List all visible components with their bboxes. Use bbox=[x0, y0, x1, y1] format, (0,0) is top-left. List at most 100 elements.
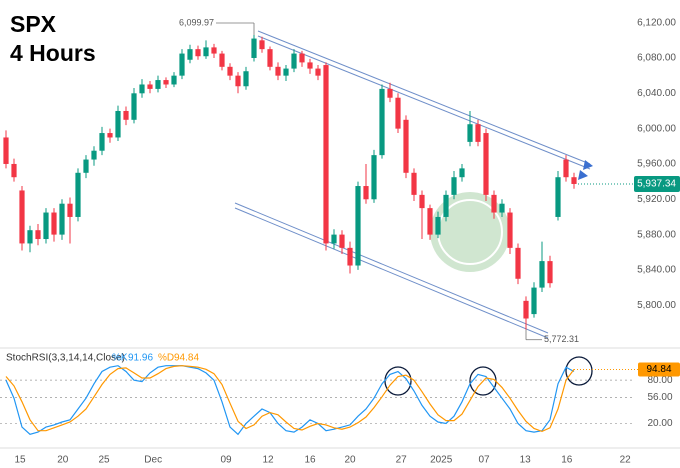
x-tick-label: 20 bbox=[57, 455, 69, 466]
candle-body bbox=[51, 212, 57, 235]
chart-title: SPX bbox=[10, 11, 57, 37]
x-tick-label: 20 bbox=[344, 455, 356, 466]
stoch-tick-label: 56.00 bbox=[647, 392, 672, 403]
candle-body bbox=[107, 133, 113, 138]
candle-body bbox=[219, 53, 225, 67]
channel bbox=[234, 30, 591, 339]
legend-name: %K bbox=[112, 353, 128, 364]
stoch-last-label: 94.84 bbox=[646, 364, 671, 375]
candle-body bbox=[235, 75, 241, 87]
stoch-line bbox=[5, 365, 575, 433]
watermark bbox=[430, 192, 510, 272]
x-tick-label: 16 bbox=[561, 455, 573, 466]
y-tick-label: 5,800.00 bbox=[637, 300, 676, 311]
x-tick-label: 12 bbox=[262, 455, 274, 466]
candle-body bbox=[99, 133, 105, 151]
candle-body bbox=[491, 194, 497, 213]
candle-body bbox=[171, 75, 177, 85]
x-tick-label: 16 bbox=[304, 455, 316, 466]
candle-body bbox=[371, 155, 377, 200]
candle-body bbox=[139, 84, 145, 94]
x-tick-label: 15 bbox=[14, 455, 26, 466]
candle-body bbox=[75, 172, 81, 217]
candle-body bbox=[443, 194, 449, 217]
candle-body bbox=[339, 234, 345, 248]
legend-name: %D bbox=[158, 353, 174, 364]
x-tick-label: 13 bbox=[520, 455, 532, 466]
low-label: 5,772.31 bbox=[544, 334, 579, 344]
y-tick-label: 6,040.00 bbox=[637, 88, 676, 99]
candle-body bbox=[3, 137, 9, 164]
candle-body bbox=[483, 133, 489, 195]
y-tick-label: 6,080.00 bbox=[637, 53, 676, 64]
high-label: 6,099.97 bbox=[179, 17, 214, 27]
candle-body bbox=[315, 68, 321, 76]
candle-body bbox=[131, 93, 137, 120]
candle-body bbox=[123, 110, 129, 120]
candle-body bbox=[451, 177, 457, 195]
x-tick-label: 25 bbox=[98, 455, 110, 466]
candle-body bbox=[211, 47, 217, 54]
stoch-tick-label: 20.00 bbox=[647, 418, 672, 429]
stoch-last-tag bbox=[638, 362, 680, 377]
candle-body bbox=[179, 53, 185, 76]
y-tick-label: 5,840.00 bbox=[637, 265, 676, 276]
candle-body bbox=[467, 124, 473, 142]
candle-body bbox=[251, 38, 257, 58]
candle-body bbox=[43, 212, 49, 240]
candle-body bbox=[307, 62, 313, 69]
candle-body bbox=[475, 124, 481, 142]
stoch-title: StochRSI(3,3,14,14,Close) bbox=[6, 353, 125, 364]
y-tick-label: 5,960.00 bbox=[637, 159, 676, 170]
candle-body bbox=[227, 66, 233, 76]
candle-body bbox=[523, 300, 529, 319]
x-tick-label: 22 bbox=[620, 455, 632, 466]
candle-body bbox=[571, 177, 577, 184]
candle-body bbox=[355, 186, 361, 266]
candle-body bbox=[19, 190, 25, 244]
candle-body bbox=[419, 194, 425, 209]
candle-body bbox=[539, 261, 545, 288]
candle-body bbox=[387, 88, 393, 98]
channel-arrow bbox=[578, 160, 593, 180]
last-price-tag bbox=[634, 175, 680, 192]
chart-subtitle: 4 Hours bbox=[10, 40, 96, 66]
x-tick-label: 07 bbox=[478, 455, 490, 466]
candle-body bbox=[299, 53, 305, 63]
candle-body bbox=[147, 84, 153, 89]
candle-body bbox=[291, 53, 297, 69]
candle-body bbox=[155, 80, 161, 89]
candle-body bbox=[395, 97, 401, 129]
candle-body bbox=[203, 47, 209, 57]
candle-body bbox=[11, 163, 17, 178]
candle-body bbox=[163, 80, 169, 85]
candle-body bbox=[267, 49, 273, 67]
candle-body bbox=[59, 203, 65, 235]
candle-body bbox=[283, 68, 289, 76]
candle-body bbox=[27, 230, 33, 244]
candle-body bbox=[67, 203, 73, 217]
candle-body bbox=[547, 261, 553, 284]
candle-body bbox=[195, 49, 201, 57]
candle-body bbox=[379, 88, 385, 156]
candle-body bbox=[347, 247, 353, 266]
stoch-tick-label: 80.00 bbox=[647, 375, 672, 386]
candle-body bbox=[35, 230, 41, 240]
candle-body bbox=[427, 208, 433, 235]
last-price-label: 5,937.34 bbox=[637, 179, 676, 190]
candle-body bbox=[363, 186, 369, 200]
candle-body bbox=[555, 177, 561, 217]
candle-body bbox=[331, 234, 337, 244]
y-tick-label: 5,880.00 bbox=[637, 229, 676, 240]
candle-body bbox=[411, 172, 417, 195]
candle-body bbox=[243, 71, 249, 87]
candle-body bbox=[563, 159, 569, 178]
candle-body bbox=[275, 66, 281, 76]
legend-value: 94.84 bbox=[174, 353, 199, 364]
y-tick-label: 6,000.00 bbox=[637, 123, 676, 134]
candle-body bbox=[323, 65, 329, 244]
x-tick-label: Dec bbox=[144, 455, 162, 466]
candle-body bbox=[115, 110, 121, 138]
candle-body bbox=[507, 212, 513, 248]
